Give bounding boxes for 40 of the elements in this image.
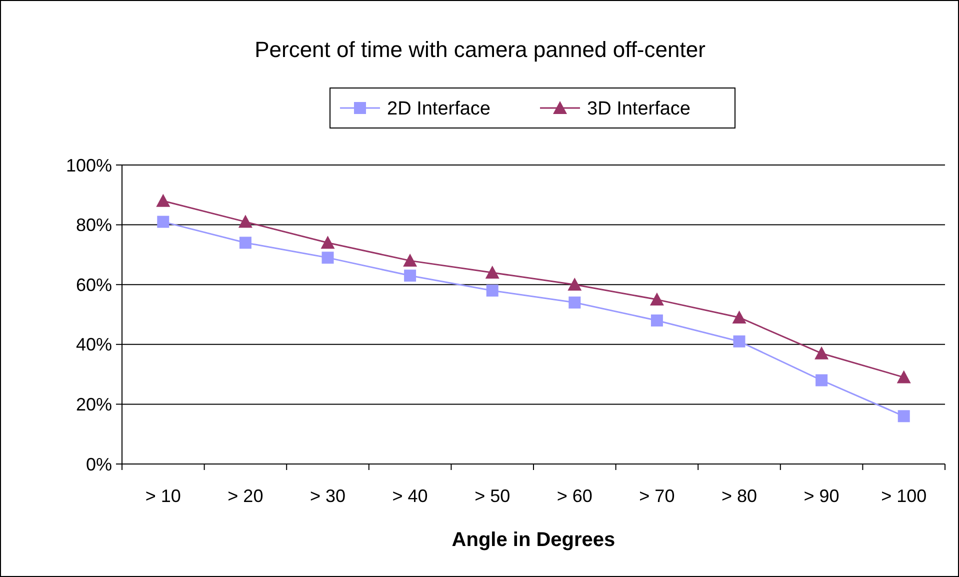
point [403,254,418,267]
chart-title: Percent of time with camera panned off-center [254,37,706,62]
point [322,252,334,264]
point [404,270,416,282]
x-axis-title: Angle in Degrees [452,529,616,551]
x-tick-label: > 70 [639,486,675,506]
point [898,410,910,422]
point [816,374,828,386]
x-tick-label: > 50 [474,486,510,506]
x-tick-label: > 90 [804,486,840,506]
point [485,266,500,279]
point [156,194,170,207]
point [733,335,746,348]
x-tick-label: > 30 [310,486,346,506]
x-tick-label: > 10 [145,486,181,506]
point [239,236,252,249]
x-tick-label: > 40 [392,486,428,506]
point [320,236,335,249]
y-tick-label: 80% [76,215,112,236]
point [157,216,170,228]
point [568,278,582,291]
point [486,284,498,297]
point [568,296,581,309]
x-tick-label: > 60 [556,486,592,506]
legend-label: 2D Interface [387,98,490,120]
y-tick-label: 60% [76,274,112,295]
x-tick-label: > 20 [228,486,264,506]
y-tick-label: 40% [76,334,112,355]
point [896,370,911,384]
y-tick-label: 100% [66,155,112,176]
point [650,314,663,326]
point [650,292,664,306]
legend-label: 3D Interface [587,98,690,120]
x-tick-label: > 100 [881,486,927,506]
y-tick-label: 0% [86,454,112,474]
point [814,346,829,360]
x-tick-label: > 80 [721,486,758,506]
y-tick-label: 20% [76,394,112,414]
point [238,214,252,228]
point [732,310,746,324]
